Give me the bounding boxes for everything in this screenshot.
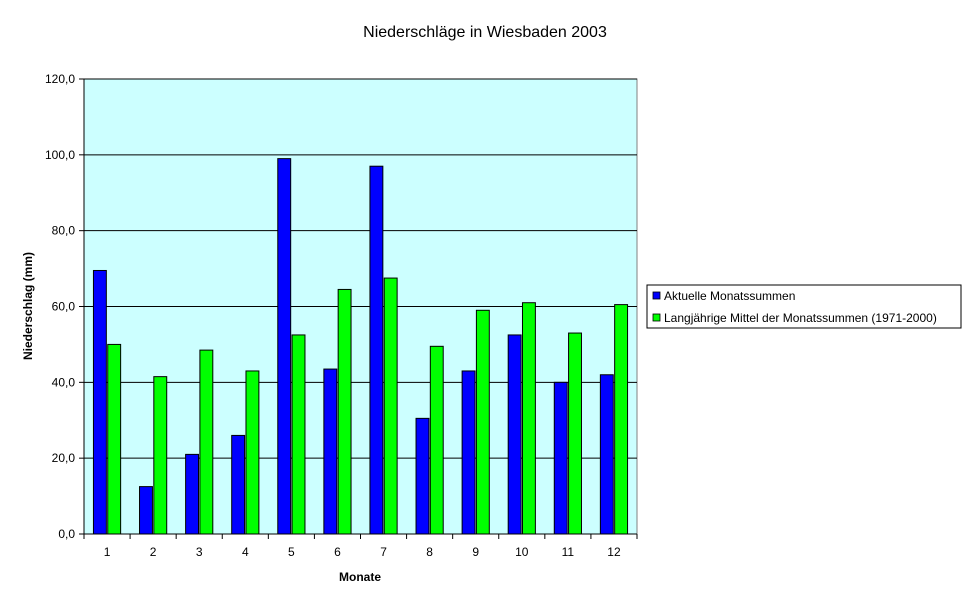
x-tick-label: 7	[380, 545, 387, 559]
legend-label-aktuelle: Aktuelle Monatssummen	[664, 289, 795, 303]
x-tick-label: 6	[334, 545, 341, 559]
bar-langjaehrige	[568, 332, 582, 535]
y-tick-label: 100,0	[45, 148, 75, 162]
bar-aktuelle	[92, 269, 107, 535]
x-tick-label: 1	[104, 545, 111, 559]
bar-langjaehrige	[107, 343, 122, 535]
bar-aktuelle	[461, 370, 476, 535]
bar-aktuelle	[323, 368, 338, 535]
x-tick-label: 11	[562, 545, 575, 559]
bar-langjaehrige	[614, 304, 629, 535]
x-tick-label: 3	[196, 545, 203, 559]
bar-langjaehrige	[291, 334, 306, 535]
y-tick-label: 120,0	[45, 72, 75, 86]
bar-aktuelle	[185, 453, 200, 535]
bar-aktuelle	[507, 334, 522, 535]
bar-langjaehrige	[245, 370, 260, 535]
bar-aktuelle	[369, 165, 384, 535]
y-tick-label: 40,0	[52, 375, 76, 389]
bar-langjaehrige	[429, 345, 444, 535]
bar-aktuelle	[553, 381, 568, 535]
bar-langjaehrige	[199, 349, 214, 535]
axes-group	[79, 78, 638, 539]
legend: Aktuelle Monatssummen Langjährige Mittel…	[646, 284, 962, 329]
grid-lines	[84, 78, 637, 459]
x-tick-label: 4	[242, 545, 249, 559]
x-tick-label: 2	[150, 545, 157, 559]
y-tick-label: 60,0	[52, 300, 76, 314]
y-tick-label: 80,0	[52, 224, 76, 238]
legend-swatch-langjaehrige	[652, 313, 661, 322]
y-tick-labels: 0,0 20,0 40,0 60,0 80,0 100,0 120,0	[45, 72, 75, 541]
bar-langjaehrige	[521, 302, 536, 535]
bar-aktuelle	[231, 434, 246, 535]
bar-aktuelle	[599, 374, 614, 535]
bar-langjaehrige	[475, 309, 490, 535]
bar-langjaehrige	[337, 288, 352, 535]
bar-langjaehrige	[153, 376, 168, 535]
legend-swatch-aktuelle	[652, 291, 661, 300]
x-tick-labels: 1 2 3 4 5 6 7 8 9 10 11 12	[104, 545, 621, 559]
x-tick-label: 5	[288, 545, 295, 559]
bar-aktuelle	[277, 158, 292, 535]
bar-aktuelle	[415, 417, 430, 535]
x-tick-label: 10	[515, 545, 529, 559]
y-axis-title: Niederschlag (mm)	[21, 252, 35, 360]
chart-title: Niederschläge in Wiesbaden 2003	[363, 24, 607, 41]
legend-label-langjaehrige: Langjährige Mittel der Monatssummen (197…	[664, 311, 937, 325]
x-tick-label: 9	[472, 545, 479, 559]
y-tick-label: 0,0	[58, 527, 75, 541]
y-tick-label: 20,0	[52, 451, 76, 465]
x-tick-label: 12	[607, 545, 621, 559]
bar-langjaehrige	[383, 277, 398, 535]
bars-group	[92, 158, 629, 535]
bar-aktuelle	[139, 486, 153, 535]
x-axis-title: Monate	[339, 570, 381, 584]
legend-box	[646, 284, 962, 329]
x-tick-label: 8	[426, 545, 433, 559]
